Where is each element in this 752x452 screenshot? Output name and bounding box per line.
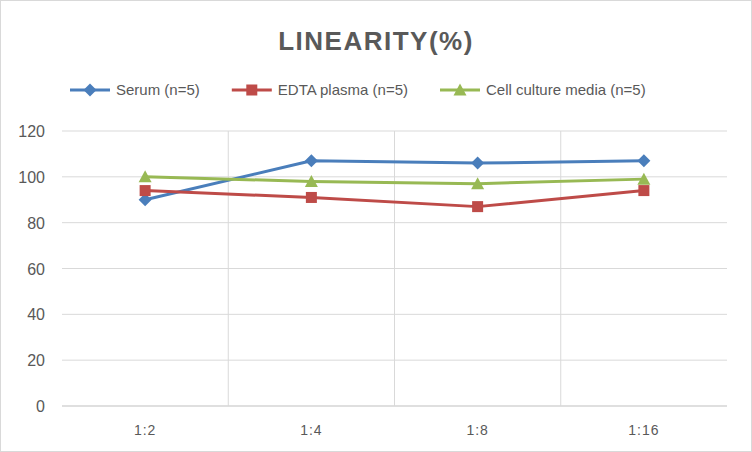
y-tick-label: 120 xyxy=(18,123,45,140)
category-divider xyxy=(560,131,561,406)
data-point xyxy=(638,185,649,196)
data-point xyxy=(637,154,650,167)
series-line xyxy=(145,191,644,207)
legend-marker xyxy=(246,85,257,96)
y-tick-label: 40 xyxy=(27,306,45,323)
legend-label: EDTA plasma (n=5) xyxy=(278,81,408,98)
background xyxy=(1,1,752,452)
x-tick-label: 1:16 xyxy=(628,422,659,438)
y-tick-label: 60 xyxy=(27,261,45,278)
data-point xyxy=(472,201,483,212)
category-divider xyxy=(394,131,395,406)
data-point xyxy=(306,192,317,203)
legend-label: Cell culture media (n=5) xyxy=(486,81,646,98)
y-tick-label: 20 xyxy=(27,352,45,369)
y-tick-label: 100 xyxy=(18,169,45,186)
data-point xyxy=(637,173,650,185)
data-point xyxy=(471,157,484,170)
x-tick-label: 1:2 xyxy=(134,422,156,438)
series xyxy=(140,185,650,212)
data-point xyxy=(471,177,484,189)
data-point xyxy=(139,170,152,182)
data-point xyxy=(305,154,318,167)
chart: LINEARITY(%) 0 20 40 60 80 100 120 1:2 1:4 1:8 1:16… xyxy=(0,0,752,452)
x-tick-label: 1:8 xyxy=(466,422,488,438)
series xyxy=(139,170,651,189)
legend-marker xyxy=(454,84,467,96)
legend-marker xyxy=(84,84,97,97)
legend-label: Serum (n=5) xyxy=(116,81,200,98)
y-tick-label: 0 xyxy=(36,398,45,415)
y-tick-label: 80 xyxy=(27,215,45,232)
x-tick-label: 1:4 xyxy=(300,422,322,438)
legend: Serum (n=5) EDTA plasma (n=5) Cell culture… xyxy=(70,81,646,98)
data-point xyxy=(305,175,318,187)
series xyxy=(139,154,651,206)
category-divider xyxy=(228,131,229,406)
title: LINEARITY(%) xyxy=(278,26,474,56)
plot-area xyxy=(139,154,651,212)
series-line xyxy=(145,177,644,184)
data-point xyxy=(140,185,151,196)
